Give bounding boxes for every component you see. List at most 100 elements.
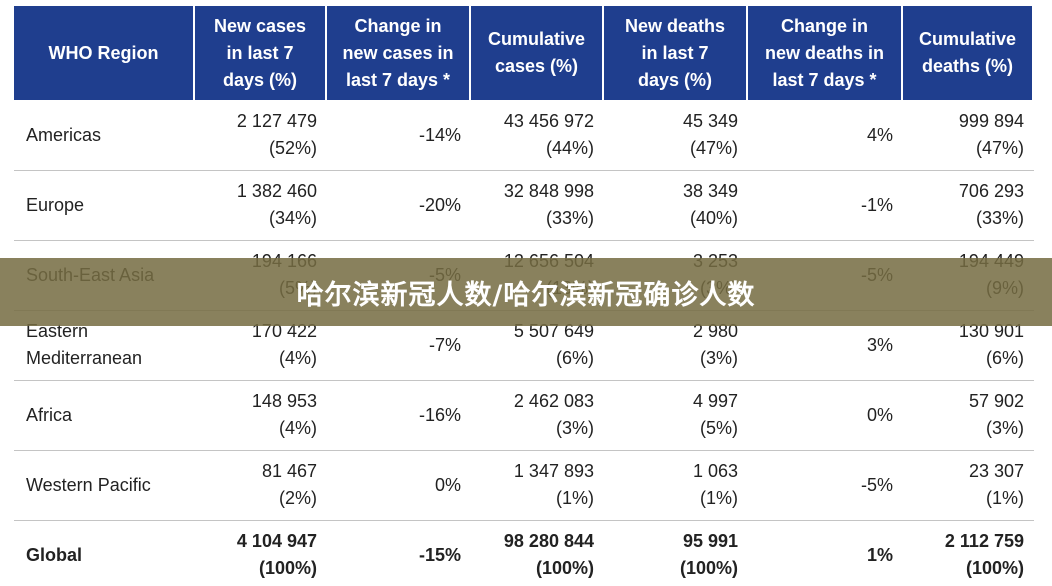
cell-line: 0% <box>434 474 461 495</box>
overlay-banner: 哈尔滨新冠人数/哈尔滨新冠确诊人数 <box>0 258 1052 326</box>
cell-line: Global <box>26 544 83 565</box>
value-cell: 23 307 (1%) <box>903 450 1034 520</box>
cell-line: 81 467 <box>261 461 317 481</box>
cell-line: -20% <box>418 194 461 215</box>
cell-line: Mediterranean <box>26 348 143 368</box>
value-cell: 2 112 759 (100%) <box>903 520 1034 586</box>
value-cell: 130 901 (6%) <box>903 310 1034 380</box>
value-cell: -14% <box>327 100 471 170</box>
cell-line: (33%) <box>545 208 594 228</box>
cell-line: in last 7 <box>226 42 294 63</box>
region-cell: Western Pacific <box>14 450 195 520</box>
value-cell: 1 382 460 (34%) <box>195 170 327 240</box>
cell-line: 45 349 <box>682 111 738 131</box>
value-cell: 95 991 (100%) <box>604 520 748 586</box>
cell-line: days (%) <box>637 69 713 90</box>
cell-line: (1%) <box>699 488 738 508</box>
cell-line: 3% <box>866 334 893 355</box>
value-cell: 2 462 083 (3%) <box>471 380 604 450</box>
cell-line: 38 349 <box>682 181 738 201</box>
cell-line: 32 848 998 <box>503 181 594 201</box>
row-separator <box>14 380 1034 381</box>
cell-line: 2 127 479 <box>236 111 317 131</box>
cell-line: (3%) <box>555 418 594 438</box>
cell-line: (4%) <box>278 348 317 368</box>
region-cell: Eastern Mediterranean <box>14 310 195 380</box>
cell-line: 130 901 <box>958 321 1024 341</box>
cell-line: 98 280 844 <box>503 531 594 551</box>
cell-line: 95 991 <box>682 531 738 551</box>
header-cell: New deaths in last 7 days (%) <box>604 6 748 100</box>
cell-line: (4%) <box>278 418 317 438</box>
cell-line: 2 112 759 <box>944 531 1024 551</box>
cell-line: -1% <box>860 194 893 215</box>
cell-line: (47%) <box>689 138 738 158</box>
cell-line: 5 507 649 <box>513 321 594 341</box>
cell-line: Western Pacific <box>26 474 151 495</box>
value-cell: 1 347 893 (1%) <box>471 450 604 520</box>
region-cell: Global <box>14 520 195 586</box>
value-cell: 999 894 (47%) <box>903 100 1034 170</box>
cell-line: 4 104 947 <box>236 531 317 551</box>
cell-line: (47%) <box>975 138 1024 158</box>
cell-line: 4 997 <box>692 391 738 411</box>
cell-line: 170 422 <box>251 321 317 341</box>
cell-line: (100%) <box>258 558 317 578</box>
cell-line: Americas <box>26 124 102 145</box>
value-cell: -16% <box>327 380 471 450</box>
region-cell: Africa <box>14 380 195 450</box>
row-separator <box>14 170 1034 171</box>
value-cell: 81 467 (2%) <box>195 450 327 520</box>
cell-line: (5%) <box>699 418 738 438</box>
value-cell: 57 902 (3%) <box>903 380 1034 450</box>
value-cell: -5% <box>748 450 903 520</box>
value-cell: 4 104 947 (100%) <box>195 520 327 586</box>
cell-line: 1 347 893 <box>513 461 594 481</box>
cell-line: (100%) <box>679 558 738 578</box>
cell-line: 57 902 <box>968 391 1024 411</box>
cell-line: 2 462 083 <box>513 391 594 411</box>
cell-line: (40%) <box>689 208 738 228</box>
region-cell: Americas <box>14 100 195 170</box>
cell-line: -14% <box>418 124 461 145</box>
cell-line: (52%) <box>268 138 317 158</box>
value-cell: 2 980 (3%) <box>604 310 748 380</box>
cell-line: (100%) <box>535 558 594 578</box>
value-cell: 1% <box>748 520 903 586</box>
cell-line: (34%) <box>268 208 317 228</box>
cell-line: 148 953 <box>251 391 317 411</box>
header-cell: Change in new deaths in last 7 days * <box>748 6 903 100</box>
row-separator <box>14 240 1034 241</box>
value-cell: 98 280 844 (100%) <box>471 520 604 586</box>
value-cell: -20% <box>327 170 471 240</box>
cell-line: 2 980 <box>692 321 738 341</box>
cell-line: (100%) <box>965 558 1024 578</box>
cell-line: 1 063 <box>692 461 738 481</box>
value-cell: -7% <box>327 310 471 380</box>
cell-line: 43 456 972 <box>503 111 594 131</box>
cell-line: 999 894 <box>958 111 1024 131</box>
cell-line: days (%) <box>222 69 298 90</box>
value-cell: 3% <box>748 310 903 380</box>
header-cell: Cumulative deaths (%) <box>903 6 1034 100</box>
cell-line: New cases <box>213 15 307 36</box>
cell-line: 23 307 <box>968 461 1024 481</box>
value-cell: 0% <box>748 380 903 450</box>
value-cell: 706 293 (33%) <box>903 170 1034 240</box>
cell-line: (1%) <box>555 488 594 508</box>
cell-line: 706 293 <box>958 181 1024 201</box>
cell-line: (33%) <box>975 208 1024 228</box>
cell-line: Cumulative <box>918 29 1017 49</box>
cell-line: (1%) <box>985 488 1024 508</box>
cell-line: (3%) <box>699 348 738 368</box>
row-separator <box>14 450 1034 451</box>
cell-line: last 7 days * <box>345 69 451 90</box>
overlay-text: 哈尔滨新冠人数/哈尔滨新冠确诊人数 <box>296 279 756 311</box>
cell-line: (3%) <box>985 418 1024 438</box>
cell-line: Change in <box>780 15 868 36</box>
value-cell: 38 349 (40%) <box>604 170 748 240</box>
cell-line: 1 382 460 <box>236 181 317 201</box>
cell-line: WHO Region <box>48 42 159 63</box>
value-cell: 32 848 998 (33%) <box>471 170 604 240</box>
